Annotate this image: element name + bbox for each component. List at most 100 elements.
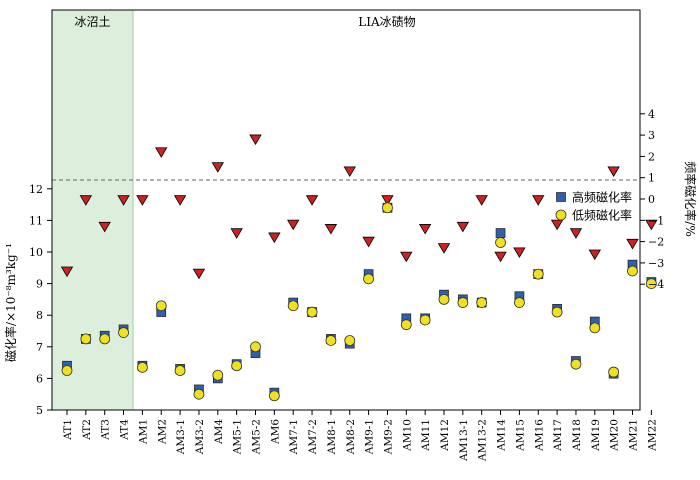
bottom-y-tick-label: 12	[29, 183, 43, 196]
low-freq-point	[136, 361, 148, 373]
freq-susceptibility-point	[173, 195, 187, 206]
freq-susceptibility-point	[588, 249, 601, 261]
x-tick-label: AM10	[401, 419, 413, 452]
x-tick-label: AM19	[590, 419, 602, 452]
low-freq-point	[99, 333, 111, 345]
x-tick-label: AM15	[514, 419, 526, 452]
low-freq-point	[457, 297, 469, 308]
low-freq-point	[532, 268, 544, 280]
top-y-axis-label: 频率磁化率/%	[683, 161, 698, 236]
x-tick-label: AM8-1	[326, 419, 338, 455]
x-tick-label: AM13-2	[477, 419, 489, 462]
top-y-tick-label: 0	[648, 193, 655, 206]
bottom-y-tick-label: 10	[29, 246, 43, 259]
plot-frame	[51, 9, 641, 411]
x-tick-label: AT1	[62, 419, 74, 441]
low-freq-point	[589, 322, 601, 334]
low-freq-point	[344, 335, 356, 346]
low-freq-point	[363, 273, 375, 285]
x-tick-label: AM22	[646, 419, 658, 452]
x-tick-label: AM9-1	[364, 419, 376, 455]
high-freq-point	[495, 228, 506, 238]
swamp-region-background	[52, 10, 133, 410]
bottom-y-tick-label: 9	[36, 278, 43, 291]
x-tick-label: AM11	[420, 419, 432, 452]
top-y-tick-label: −1	[648, 214, 664, 227]
bottom-y-tick-label: 6	[36, 372, 43, 385]
freq-susceptibility-point	[117, 195, 130, 206]
x-tick-label: AM3-1	[175, 419, 187, 455]
low-freq-point	[438, 293, 450, 305]
freq-susceptibility-point	[362, 236, 375, 248]
freq-susceptibility-point	[192, 268, 206, 280]
low-freq-point	[645, 278, 657, 290]
freq-susceptibility-point	[494, 251, 507, 263]
low-freq-point	[400, 319, 412, 331]
low-freq-point	[419, 314, 431, 326]
freq-susceptibility-point	[60, 266, 74, 278]
low-freq-point	[287, 300, 299, 312]
low-freq-point	[306, 306, 318, 318]
freq-susceptibility-point	[287, 219, 300, 231]
low-freq-point	[514, 297, 525, 308]
x-tick-label: AM8-2	[345, 419, 357, 455]
bottom-y-tick-label: 5	[36, 404, 43, 417]
top-y-tick-label: −4	[648, 278, 664, 291]
x-tick-label: AM5-1	[232, 419, 244, 455]
low-freq-point	[212, 369, 224, 381]
low-freq-point	[61, 365, 73, 376]
x-tick-label: AM7-1	[288, 419, 300, 455]
freq-susceptibility-point	[532, 195, 545, 206]
freq-susceptibility-point	[230, 228, 243, 239]
freq-susceptibility-point	[155, 147, 168, 158]
low-freq-point	[118, 327, 129, 338]
freq-susceptibility-point	[381, 195, 394, 206]
low-freq-point	[382, 202, 393, 214]
low-freq-point	[551, 306, 563, 318]
low-freq-point	[495, 237, 506, 248]
top-y-tick-label: −2	[648, 236, 664, 249]
low-freq-point	[608, 366, 620, 378]
freq-susceptibility-point	[268, 232, 281, 244]
bottom-y-tick-label: 8	[36, 309, 43, 322]
freq-susceptibility-point	[305, 195, 319, 206]
x-tick-label: AM12	[439, 419, 451, 452]
low-freq-point	[231, 360, 243, 372]
bottom-y-axis-label: 磁化率/×10⁻⁸m³kg⁻¹	[3, 243, 18, 362]
low-freq-point	[80, 333, 92, 345]
legend-high-freq-swatch	[556, 192, 566, 202]
low-freq-point	[250, 341, 261, 353]
legend-low-freq-label: 低频磁化率	[572, 208, 632, 223]
freq-susceptibility-point	[249, 134, 262, 146]
x-tick-label: AT4	[119, 419, 131, 441]
low-freq-point	[268, 390, 280, 402]
freq-susceptibility-point	[607, 166, 620, 178]
low-freq-point	[627, 265, 638, 277]
low-freq-point	[570, 358, 582, 370]
legend-low-freq-swatch	[555, 209, 567, 221]
top-y-tick-label: 4	[648, 108, 655, 121]
x-tick-label: AM2	[156, 419, 168, 445]
x-tick-label: AM7-2	[307, 419, 319, 455]
x-tick-label: AT3	[100, 419, 112, 441]
top-y-tick-label: 1	[648, 172, 655, 185]
x-tick-label: AT2	[81, 419, 93, 441]
low-freq-point	[174, 365, 186, 376]
freq-susceptibility-point	[513, 247, 526, 258]
x-tick-label: AM9-2	[382, 419, 394, 455]
x-tick-label: AM16	[533, 419, 545, 452]
x-tick-label: AM6	[269, 419, 281, 445]
bottom-y-tick-label: 7	[36, 341, 43, 354]
freq-susceptibility-point	[418, 224, 432, 235]
x-tick-label: AM3-2	[194, 419, 206, 455]
x-tick-label: AM14	[496, 419, 508, 452]
bottom-y-tick-label: 11	[29, 214, 43, 227]
x-tick-label: AM5-2	[251, 419, 263, 455]
freq-susceptibility-point	[79, 195, 93, 206]
x-tick-label: AM4	[213, 419, 225, 445]
freq-susceptibility-point	[98, 221, 111, 233]
freq-susceptibility-point	[136, 195, 149, 206]
freq-susceptibility-point	[569, 228, 583, 239]
top-y-tick-label: 3	[648, 129, 655, 142]
